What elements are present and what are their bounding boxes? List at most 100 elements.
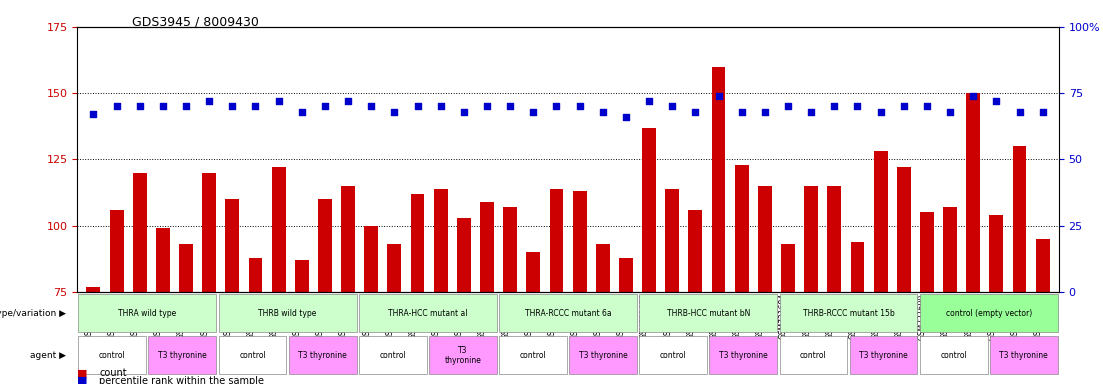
Bar <box>688 210 703 384</box>
FancyBboxPatch shape <box>78 294 216 332</box>
Text: control: control <box>239 351 266 360</box>
Bar <box>156 228 170 384</box>
Text: THRB-HCC mutant bN: THRB-HCC mutant bN <box>666 309 750 318</box>
Bar <box>341 186 355 384</box>
Bar <box>989 215 1004 384</box>
Point <box>270 98 288 104</box>
Bar <box>804 186 818 384</box>
Bar <box>711 67 726 384</box>
Bar <box>109 210 124 384</box>
Bar <box>318 199 332 384</box>
Bar <box>132 173 147 384</box>
Bar <box>966 93 981 384</box>
FancyBboxPatch shape <box>780 294 918 332</box>
FancyBboxPatch shape <box>989 336 1058 374</box>
FancyBboxPatch shape <box>78 336 147 374</box>
Text: count: count <box>99 368 127 378</box>
Point <box>918 103 935 109</box>
Point <box>686 109 704 115</box>
Point <box>732 109 750 115</box>
Text: agent ▶: agent ▶ <box>30 351 65 360</box>
FancyBboxPatch shape <box>429 336 496 374</box>
Text: T3
thyronine: T3 thyronine <box>445 346 481 365</box>
FancyBboxPatch shape <box>499 294 638 332</box>
Bar <box>572 191 587 384</box>
Text: control: control <box>941 351 967 360</box>
Bar <box>295 260 309 384</box>
Text: GDS3945 / 8009430: GDS3945 / 8009430 <box>132 15 259 28</box>
Point <box>432 103 450 109</box>
Bar <box>271 167 286 384</box>
Text: T3 thyronine: T3 thyronine <box>298 351 347 360</box>
Text: THRA-HCC mutant al: THRA-HCC mutant al <box>388 309 468 318</box>
Point <box>987 98 1005 104</box>
Bar <box>503 207 517 384</box>
Text: control: control <box>520 351 546 360</box>
Bar <box>86 287 100 384</box>
Text: THRA-RCCC mutant 6a: THRA-RCCC mutant 6a <box>525 309 611 318</box>
Point <box>779 103 796 109</box>
Bar <box>179 244 193 384</box>
FancyBboxPatch shape <box>289 336 356 374</box>
Bar <box>619 258 633 384</box>
Point <box>709 93 727 99</box>
Point <box>317 103 334 109</box>
Bar <box>596 244 610 384</box>
Point <box>1010 109 1028 115</box>
Point <box>941 109 959 115</box>
Text: THRB wild type: THRB wild type <box>258 309 317 318</box>
Point <box>409 103 427 109</box>
FancyBboxPatch shape <box>218 294 356 332</box>
Text: control (empty vector): control (empty vector) <box>945 309 1032 318</box>
Point <box>825 103 843 109</box>
FancyBboxPatch shape <box>358 294 496 332</box>
Point <box>871 109 889 115</box>
Text: ■: ■ <box>77 376 88 384</box>
Bar <box>735 165 749 384</box>
Point <box>201 98 218 104</box>
Point <box>386 109 404 115</box>
Point <box>363 103 381 109</box>
Point <box>802 109 820 115</box>
Text: T3 thyronine: T3 thyronine <box>999 351 1048 360</box>
Point <box>85 111 103 118</box>
Point <box>247 103 265 109</box>
Bar <box>781 244 795 384</box>
FancyBboxPatch shape <box>499 336 567 374</box>
Bar <box>526 252 540 384</box>
Point <box>617 114 634 120</box>
Point <box>1034 109 1051 115</box>
Point <box>224 103 242 109</box>
Bar <box>897 167 911 384</box>
Text: T3 thyronine: T3 thyronine <box>158 351 206 360</box>
Text: control: control <box>660 351 686 360</box>
Bar <box>202 173 216 384</box>
Point <box>479 103 496 109</box>
FancyBboxPatch shape <box>849 336 918 374</box>
Point <box>570 103 588 109</box>
Text: ■: ■ <box>77 368 88 378</box>
FancyBboxPatch shape <box>569 336 638 374</box>
Bar <box>850 242 865 384</box>
Bar <box>827 186 842 384</box>
Bar <box>433 189 448 384</box>
Text: THRA wild type: THRA wild type <box>118 309 176 318</box>
FancyBboxPatch shape <box>780 336 847 374</box>
FancyBboxPatch shape <box>218 336 287 374</box>
Point <box>593 109 611 115</box>
Point <box>525 109 543 115</box>
Bar <box>642 127 656 384</box>
Point <box>293 109 311 115</box>
Bar <box>457 218 471 384</box>
Text: genotype/variation ▶: genotype/variation ▶ <box>0 309 65 318</box>
Point <box>964 93 982 99</box>
FancyBboxPatch shape <box>920 294 1058 332</box>
Point <box>131 103 149 109</box>
Point <box>548 103 566 109</box>
Bar <box>874 151 888 384</box>
Bar <box>364 226 378 384</box>
Point <box>640 98 657 104</box>
Bar <box>387 244 401 384</box>
Bar <box>758 186 772 384</box>
Text: percentile rank within the sample: percentile rank within the sample <box>99 376 265 384</box>
